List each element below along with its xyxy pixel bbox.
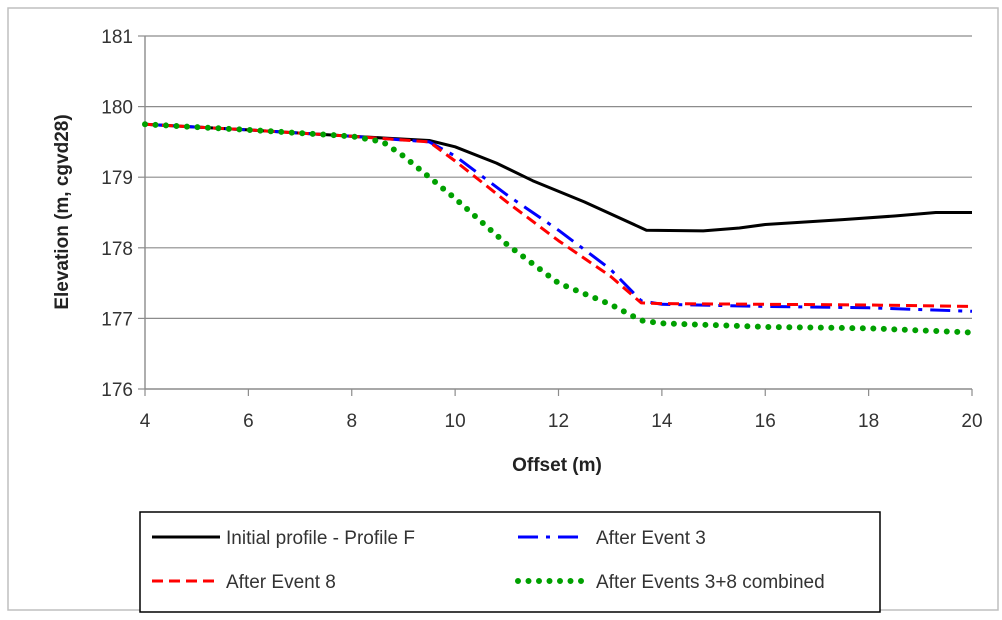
x-tick-label: 12 (548, 411, 569, 432)
x-tick-label: 20 (961, 411, 982, 432)
x-tick-label: 14 (651, 411, 673, 432)
series-line-4 (142, 121, 975, 336)
x-tick-label: 6 (243, 411, 254, 432)
y-tick-label: 177 (101, 309, 133, 330)
x-tick-label: 4 (140, 411, 151, 432)
x-tick-label: 8 (346, 411, 357, 432)
y-tick-label: 180 (101, 98, 133, 119)
x-tick-label: 18 (858, 411, 879, 432)
axes (138, 35, 973, 396)
y-tick-label: 178 (101, 239, 133, 260)
y-tick-label: 181 (101, 27, 133, 48)
x-tick-label: 16 (755, 411, 776, 432)
series-group (142, 121, 975, 336)
y-tick-label: 179 (101, 168, 133, 189)
legend-label-4: After Events 3+8 combined (596, 572, 825, 593)
chart-area-border (7, 7, 999, 611)
legend-box (139, 511, 881, 613)
tick-labels: 176 177 178 179 180 181 4 6 8 10 12 14 16 18 20 (101, 27, 982, 432)
legend-label-2: After Event 3 (596, 528, 706, 549)
legend-label-3: After Event 8 (226, 572, 336, 593)
gridlines (145, 35, 972, 319)
x-axis-title: Offset (m) (512, 455, 602, 476)
legend: Initial profile - Profile F After Event 3… (152, 528, 825, 593)
y-tick-label: 176 (101, 380, 133, 401)
x-tick-label: 10 (445, 411, 466, 432)
legend-label-1: Initial profile - Profile F (226, 528, 415, 549)
y-axis-title: Elevation (m, cgvd28) (52, 114, 73, 309)
